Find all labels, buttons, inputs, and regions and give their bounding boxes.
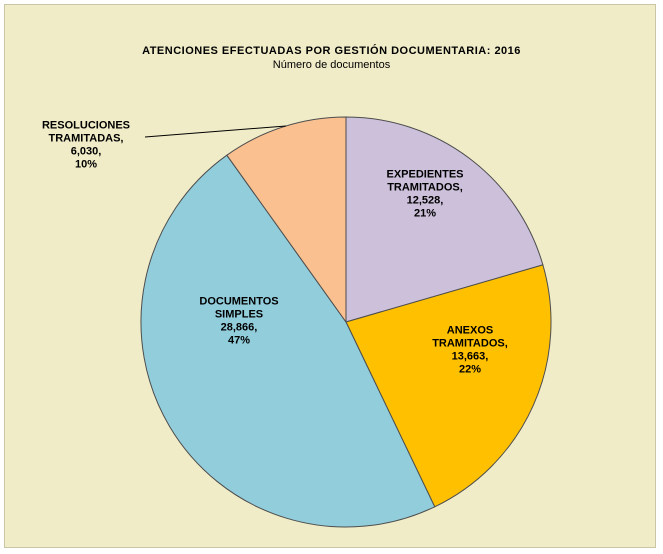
slice-label-line: EXPEDIENTES [386,169,463,181]
pie-slice-expedientes-tramitados [345,116,544,323]
slice-label-line: 21% [414,208,436,220]
chart-subtitle: Número de documentos [272,59,391,71]
slice-label-line: 13,663, [452,351,489,363]
slice-label-line: 6,030, [71,146,102,158]
slice-label-line: DOCUMENTOS [199,296,278,308]
slice-label-line: 12,528, [407,195,444,207]
slice-label-line: 10% [75,159,97,171]
slice-label-line: 22% [459,364,481,376]
slice-label-documentos-simples: DOCUMENTOS SIMPLES 28,866, 47% [199,296,278,347]
slice-label-line: RESOLUCIONES [42,120,130,132]
slice-label-line: ANEXOS [447,325,493,337]
slice-label-anexos-tramitados: ANEXOS TRAMITADOS, 13,663, 22% [432,325,508,376]
leader-line [144,125,287,138]
pie-slice-resoluciones-tramitadas [226,116,347,324]
slice-label-line: 28,866, [221,322,258,334]
slice-label-line: SIMPLES [215,309,263,321]
slice-label-line: TRAMITADAS, [49,133,124,145]
pie-slice-documentos-simples [140,154,436,528]
pie-labels: EXPEDIENTES TRAMITADOS, 12,528, 21%ANEXOS TR… [42,120,508,376]
slice-label-line: 47% [228,335,250,347]
chart-title: ATENCIONES EFECTUADAS POR GESTIÓN DOCUME… [142,45,521,57]
slice-label-resoluciones-tramitadas: RESOLUCIONES TRAMITADAS, 6,030, 10% [42,120,130,171]
slice-label-expedientes-tramitados: EXPEDIENTES TRAMITADOS, 12,528, 21% [386,169,463,220]
pie-slices [140,116,552,528]
slice-label-line: TRAMITADOS, [387,182,463,194]
slice-label-line: TRAMITADOS, [432,338,508,350]
pie-slice-anexos-tramitados [345,264,552,508]
